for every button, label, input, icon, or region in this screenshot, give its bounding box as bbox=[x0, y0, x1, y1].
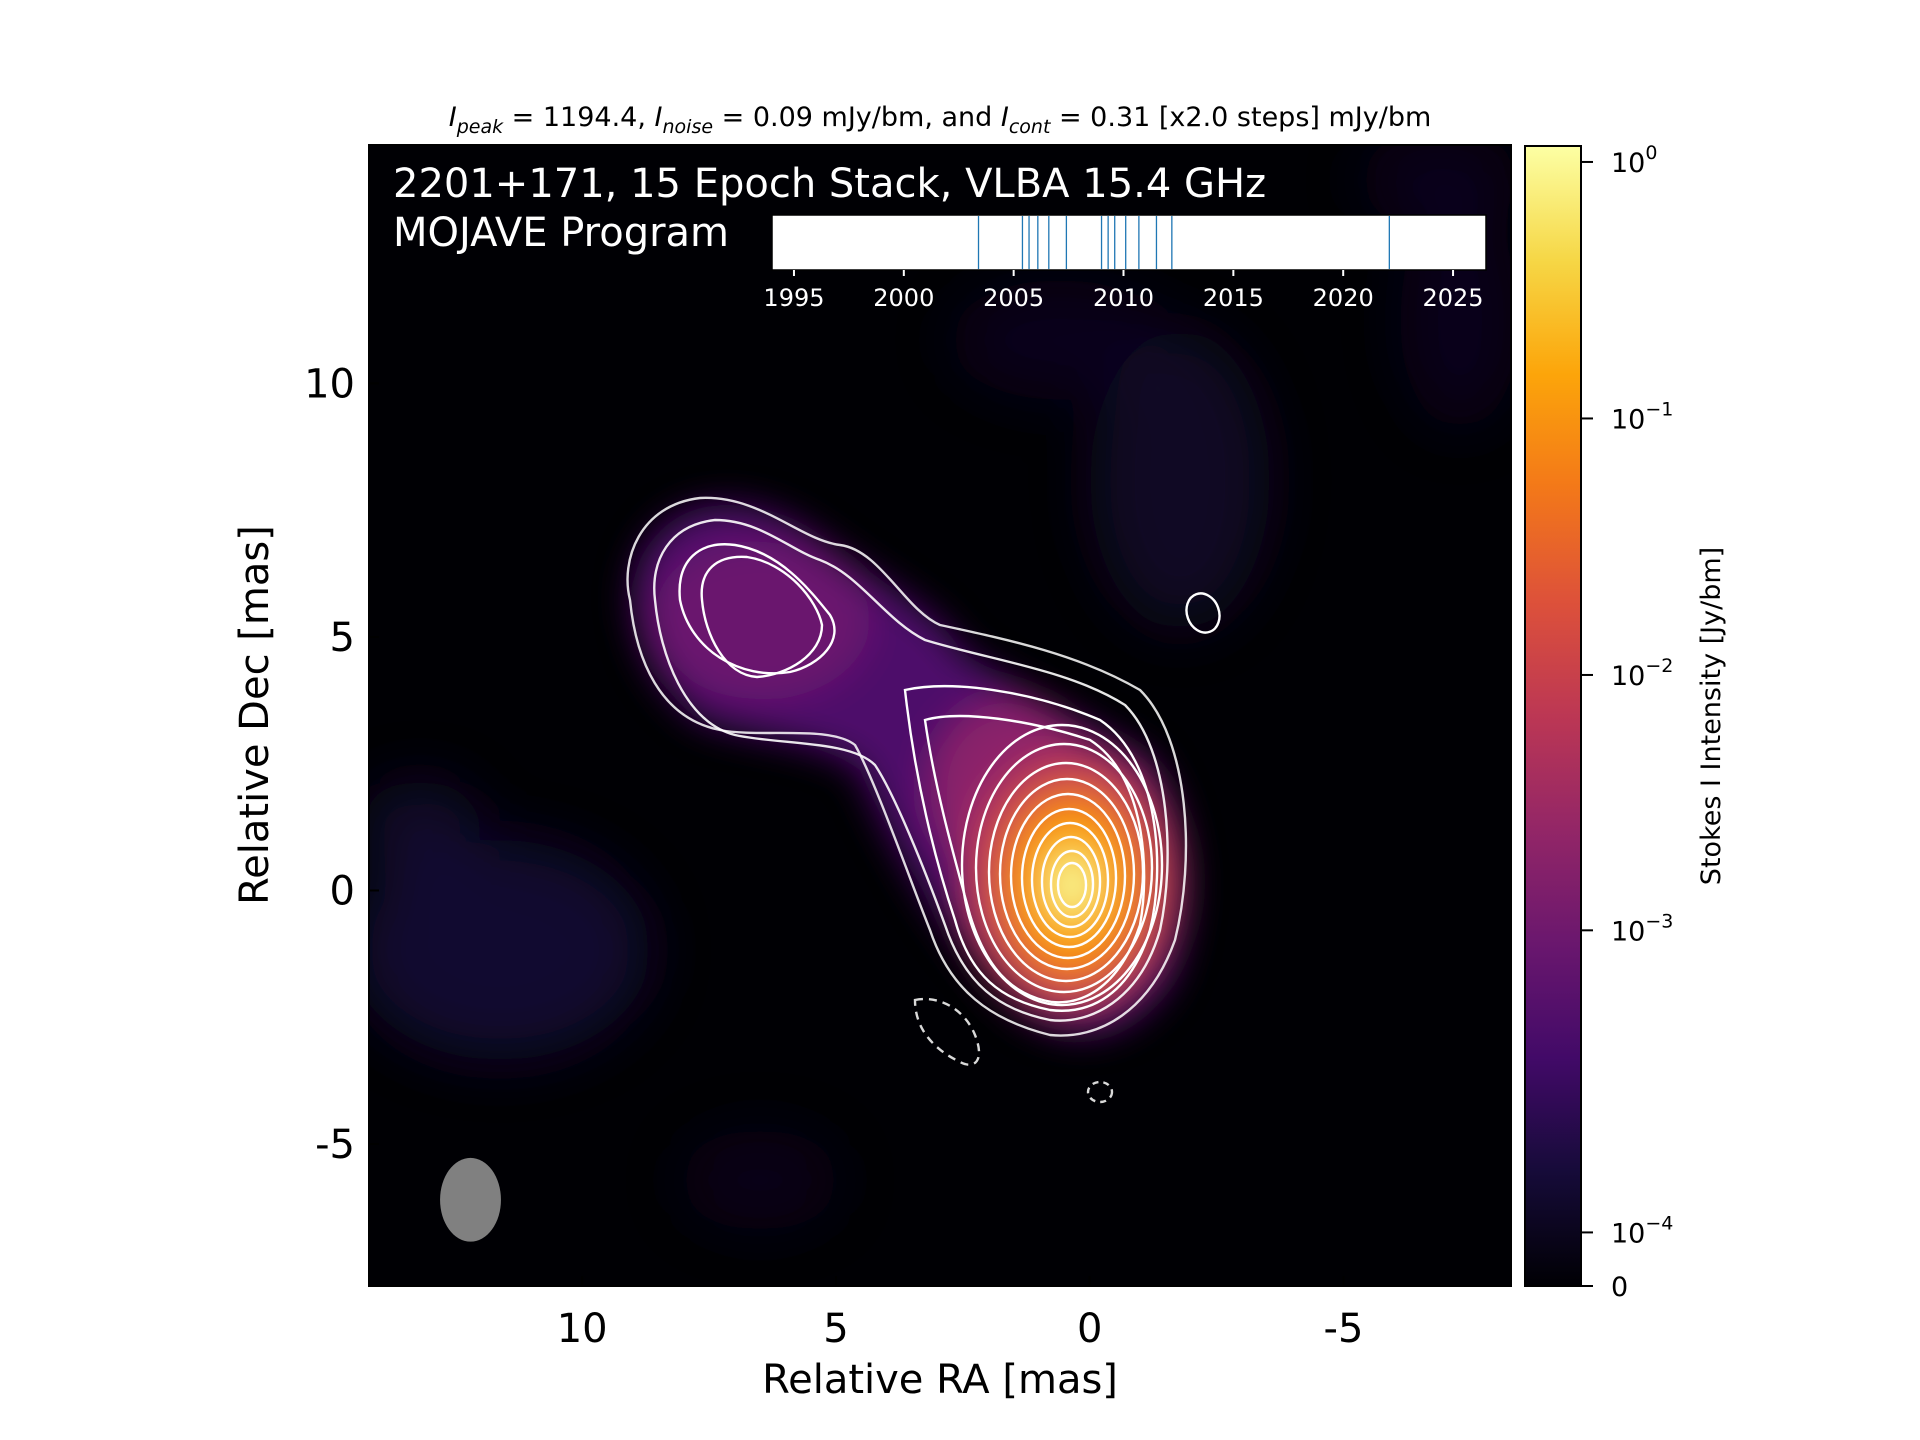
timeline-tick-label: 2025 bbox=[1423, 284, 1484, 312]
colorbar-tick-label: 10−1 bbox=[1611, 398, 1673, 435]
contour-core-10 bbox=[1056, 861, 1088, 909]
timeline-tick-label: 2005 bbox=[983, 284, 1044, 312]
epoch-timeline: 1995 2000 2005 2010 2015 2020 2025 bbox=[763, 214, 1487, 312]
y-tick-label: -5 bbox=[315, 1122, 355, 1168]
x-tick-label: 5 bbox=[823, 1306, 848, 1352]
y-axis: 10 5 0 -5 bbox=[304, 361, 379, 1168]
colorbar-tick-label: 10−2 bbox=[1611, 655, 1673, 692]
y-axis-label: Relative Dec [mas] bbox=[232, 525, 278, 905]
map-title-line1: 2201+171, 15 Epoch Stack, VLBA 15.4 GHz bbox=[393, 161, 1266, 207]
colorbar-tick-label: 10−4 bbox=[1611, 1212, 1673, 1249]
timeline-ticks: 1995 2000 2005 2010 2015 2020 2025 bbox=[763, 270, 1484, 312]
colorbar-zero-label: 0 bbox=[1611, 1272, 1628, 1303]
epoch-lines bbox=[977, 216, 1390, 269]
map-header: Ipeak = 1194.4, Inoise = 0.09 mJy/bm, an… bbox=[449, 102, 1432, 138]
contour-core-4 bbox=[998, 777, 1136, 971]
contour-core-3 bbox=[987, 761, 1145, 983]
colorbar: 100 10−1 10−2 10−3 10−4 0 Stokes I Intensity … bbox=[1524, 142, 1727, 1303]
contour-lobe-1 bbox=[678, 543, 836, 675]
contour-2 bbox=[653, 518, 1169, 1022]
contour-mid-1 bbox=[903, 685, 1159, 1012]
contour-lobe-2 bbox=[700, 555, 824, 679]
contour-negative-2 bbox=[1086, 1080, 1114, 1104]
map-title-line2: MOJAVE Program bbox=[393, 210, 729, 256]
contour-core-5 bbox=[1009, 792, 1127, 960]
intensity-map bbox=[368, 144, 1512, 1287]
y-tick-label: 0 bbox=[330, 868, 355, 914]
x-tick-label: 0 bbox=[1077, 1306, 1102, 1352]
contours bbox=[626, 496, 1221, 1104]
contour-mid-2 bbox=[923, 714, 1146, 1004]
contour-core-6 bbox=[1020, 807, 1118, 949]
y-tick-label: 5 bbox=[330, 615, 355, 661]
x-tick-label: -5 bbox=[1324, 1306, 1364, 1352]
y-tick-label: 10 bbox=[304, 361, 355, 407]
x-axis-label: Relative RA [mas] bbox=[762, 1357, 1118, 1403]
colorbar-tick-label: 100 bbox=[1611, 142, 1657, 179]
timeline-tick-label: 2010 bbox=[1093, 284, 1154, 312]
map-frame bbox=[368, 144, 1512, 1287]
colorbar-label: Stokes I Intensity [Jy/bm] bbox=[1696, 547, 1727, 885]
colorbar-ticks: 100 10−1 10−2 10−3 10−4 0 bbox=[1581, 142, 1673, 1303]
x-axis: 10 5 0 -5 bbox=[557, 1276, 1364, 1352]
timeline-tick-label: 2020 bbox=[1313, 284, 1374, 312]
timeline-tick-label: 2000 bbox=[873, 284, 934, 312]
colorbar-tick-label: 10−3 bbox=[1611, 910, 1673, 947]
contour-negative-1 bbox=[913, 997, 981, 1066]
contour-isolated bbox=[1185, 592, 1221, 634]
contour-core-2 bbox=[974, 742, 1154, 994]
contour-core-8 bbox=[1040, 835, 1102, 929]
timeline-tick-label: 1995 bbox=[763, 284, 824, 312]
timeline-tick-label: 2015 bbox=[1203, 284, 1264, 312]
contour-outer bbox=[626, 496, 1188, 1037]
x-tick-label: 10 bbox=[557, 1306, 608, 1352]
contour-core-9 bbox=[1049, 849, 1095, 919]
contour-core-7 bbox=[1030, 821, 1110, 939]
contour-core-1 bbox=[960, 723, 1164, 1007]
beam-ellipse bbox=[440, 1157, 501, 1242]
timeline-box bbox=[771, 214, 1487, 271]
colorbar-gradient bbox=[1524, 145, 1582, 1287]
